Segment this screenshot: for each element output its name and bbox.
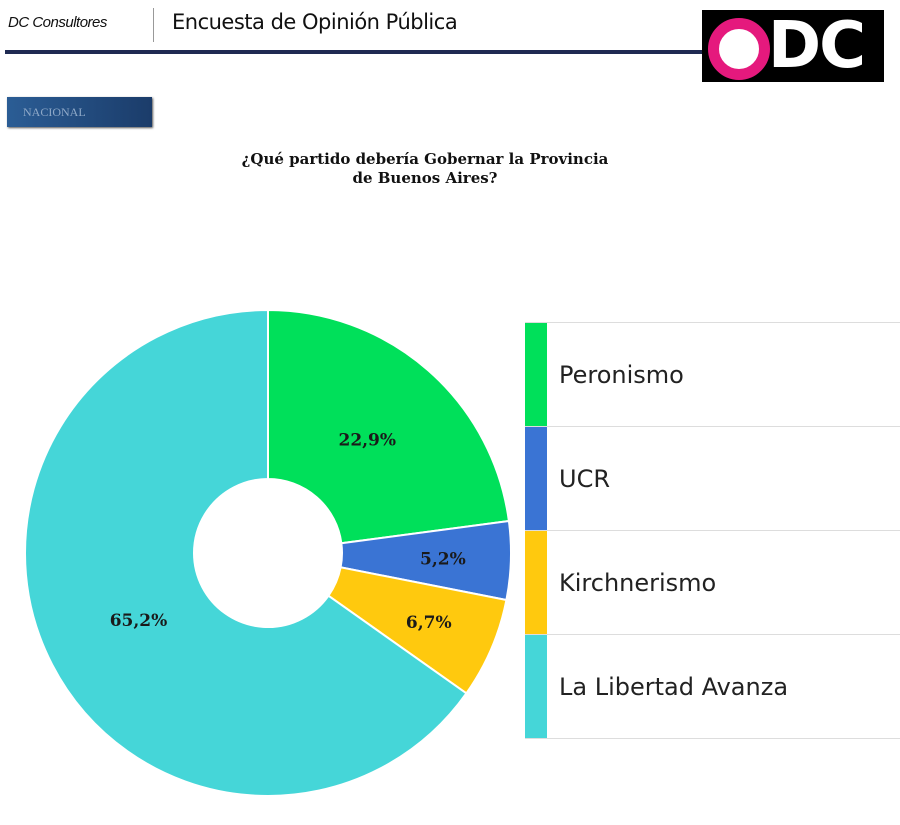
chart-title-line-2: de Buenos Aires? — [352, 169, 498, 187]
legend-label: Kirchnerismo — [559, 568, 717, 597]
section-badge: NACIONAL — [7, 97, 152, 127]
chart-title-line-1: ¿Qué partido debería Gobernar la Provinc… — [241, 150, 609, 168]
legend-swatch — [525, 427, 547, 530]
header-rule — [5, 50, 705, 54]
legend-swatch — [525, 635, 547, 738]
legend-item-la-libertad-avanza: La Libertad Avanza — [525, 634, 900, 739]
chart-title: ¿Qué partido debería Gobernar la Provinc… — [0, 150, 850, 188]
legend-swatch — [525, 323, 547, 426]
header-divider — [153, 8, 154, 42]
legend-swatch — [525, 531, 547, 634]
legend-item-peronismo: Peronismo — [525, 322, 900, 426]
legend-label: UCR — [559, 464, 610, 493]
odc-logo: DC — [702, 10, 884, 82]
legend-item-kirchnerismo: Kirchnerismo — [525, 530, 900, 634]
brand-name: DC Consultores — [8, 14, 107, 31]
data-label: 5,2% — [420, 549, 466, 569]
data-label: 6,7% — [406, 613, 452, 633]
data-label: 65,2% — [110, 611, 168, 631]
donut-chart: 22,9% 5,2% 6,7% 65,2% — [24, 308, 512, 797]
data-label: 22,9% — [338, 431, 396, 451]
survey-title: Encuesta de Opinión Pública — [172, 10, 458, 34]
slice-la-libertad-avanza — [24, 308, 468, 797]
legend-label: La Libertad Avanza — [559, 672, 789, 701]
legend-item-ucr: UCR — [525, 426, 900, 530]
legend-label: Peronismo — [559, 360, 684, 389]
slice-peronismo — [267, 308, 511, 545]
legend: Peronismo UCR Kirchnerismo La Libertad A… — [525, 322, 900, 739]
